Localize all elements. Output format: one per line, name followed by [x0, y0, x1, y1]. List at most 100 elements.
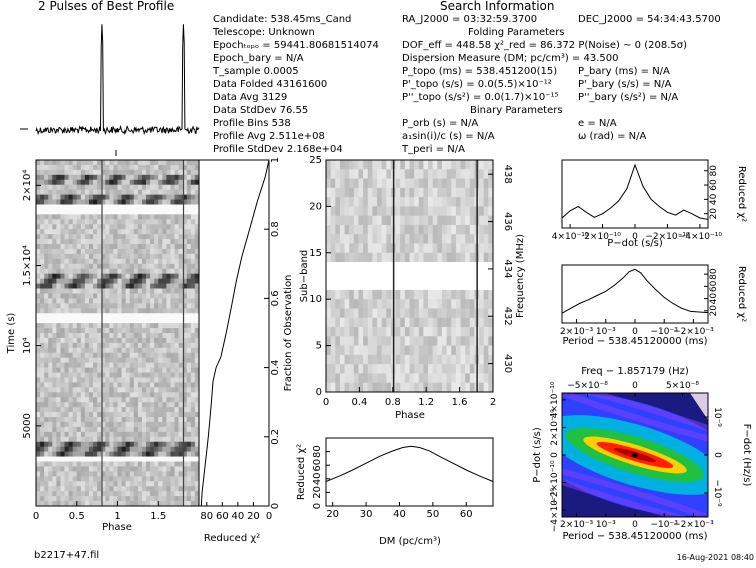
- time-phase-cell: [64, 431, 69, 438]
- subband-cell: [409, 215, 415, 226]
- subband-cell: [455, 197, 461, 207]
- time-phase-cell: [146, 204, 151, 210]
- time-phase-cell: [117, 491, 122, 497]
- time-phase-cell: [113, 441, 118, 447]
- subband-cell: [339, 169, 345, 179]
- time-phase-cell: [72, 308, 78, 314]
- subband-cell: [428, 308, 433, 319]
- time-phase-cell: [84, 461, 90, 467]
- time-phase-cell: [162, 436, 167, 443]
- subband-cell: [358, 289, 364, 300]
- subband-cell: [446, 364, 452, 374]
- time-phase-cell: [178, 357, 184, 363]
- time-phase-cell: [88, 268, 94, 274]
- time-phase-cell: [52, 273, 57, 279]
- ppdot-ytick-label: −4×10⁻¹⁰: [550, 488, 560, 533]
- subband-cell: [335, 364, 341, 374]
- subband-cell: [488, 373, 494, 384]
- subband-cell: [404, 243, 410, 254]
- time-phase-cell: [84, 199, 90, 205]
- time-phase-cell: [194, 199, 200, 205]
- time-phase-cell: [190, 397, 196, 403]
- time-phase-cell: [44, 234, 49, 240]
- subband-cell: [488, 382, 494, 393]
- time-phase-cell: [48, 352, 53, 359]
- subband-cell: [367, 299, 373, 309]
- time-phase-cell: [40, 357, 45, 363]
- time-phase-cell: [170, 194, 175, 200]
- time-chi2-ytick-label: 0: [270, 503, 281, 509]
- time-phase-cell: [186, 239, 192, 245]
- time-phase-cell: [117, 253, 122, 260]
- subband-cell: [465, 252, 471, 263]
- time-phase-cell: [174, 397, 179, 403]
- time-phase-cell: [105, 258, 110, 265]
- time-phase-cell: [88, 184, 94, 190]
- time-phase-cell: [48, 323, 53, 329]
- time-phase-cell: [44, 219, 49, 225]
- time-phase-cell: [64, 194, 69, 200]
- time-phase-cell: [150, 308, 155, 314]
- time-phase-cell: [137, 169, 143, 176]
- subband-cell: [437, 271, 443, 281]
- time-phase-cell: [194, 496, 200, 502]
- subband-cell: [441, 373, 447, 384]
- time-phase-cell: [150, 253, 155, 260]
- time-phase-cell: [186, 342, 192, 349]
- time-phase-cell: [52, 407, 57, 413]
- subband-cell: [428, 373, 433, 384]
- time-phase-cell: [150, 377, 155, 383]
- time-phase-cell: [182, 179, 188, 186]
- subband-cell: [400, 308, 406, 319]
- time-phase-cell: [182, 481, 188, 487]
- time-phase-cell: [64, 486, 69, 492]
- subband-cell: [363, 243, 369, 254]
- time-phase-cell: [194, 234, 200, 240]
- time-phase-cell: [84, 239, 90, 245]
- time-phase-cell: [64, 328, 69, 334]
- time-phase-cell: [109, 209, 114, 215]
- time-phase-cell: [76, 451, 82, 457]
- time-phase-cell: [150, 303, 155, 309]
- time-phase-cell: [174, 179, 179, 186]
- time-phase-cell: [109, 234, 114, 240]
- subband-cell: [488, 364, 494, 374]
- subband-cell: [432, 252, 438, 263]
- time-phase-cell: [174, 337, 179, 344]
- time-phase-cell: [178, 204, 184, 210]
- subband-cell: [432, 243, 438, 254]
- subband-cell: [455, 317, 461, 328]
- subband-cell: [395, 160, 401, 170]
- subband-cell: [488, 308, 494, 319]
- time-phase-cell: [137, 407, 143, 413]
- subband-cell: [330, 354, 336, 365]
- time-phase-cell: [133, 402, 139, 408]
- subband-cell: [446, 262, 452, 272]
- time-phase-cell: [64, 283, 69, 289]
- time-phase-cell: [154, 278, 159, 284]
- subband-cell: [483, 336, 489, 346]
- time-phase-cell: [154, 258, 159, 265]
- time-phase-cell: [170, 293, 175, 299]
- subband-cell: [451, 280, 457, 291]
- subband-cell: [469, 224, 475, 235]
- time-phase-cell: [60, 436, 65, 443]
- time-phase-cell: [186, 214, 192, 220]
- time-phase-cell: [129, 387, 135, 393]
- subband-cell: [335, 224, 341, 235]
- time-phase-cell: [186, 337, 192, 344]
- time-phase-cell: [137, 239, 143, 245]
- time-phase-cell: [93, 471, 98, 477]
- time-chi2-xlabel: Reduced χ²: [204, 533, 260, 544]
- time-phase-cell: [162, 501, 167, 507]
- time-phase-cell: [80, 184, 86, 190]
- subband-cell: [488, 234, 494, 244]
- time-phase-cell: [76, 466, 82, 472]
- time-phase-cell: [105, 298, 110, 304]
- subband-cell: [460, 197, 466, 207]
- time-phase-cell: [40, 234, 45, 240]
- time-phase-cell: [174, 421, 179, 428]
- time-phase-cell: [105, 268, 110, 274]
- time-phase-cell: [133, 337, 139, 344]
